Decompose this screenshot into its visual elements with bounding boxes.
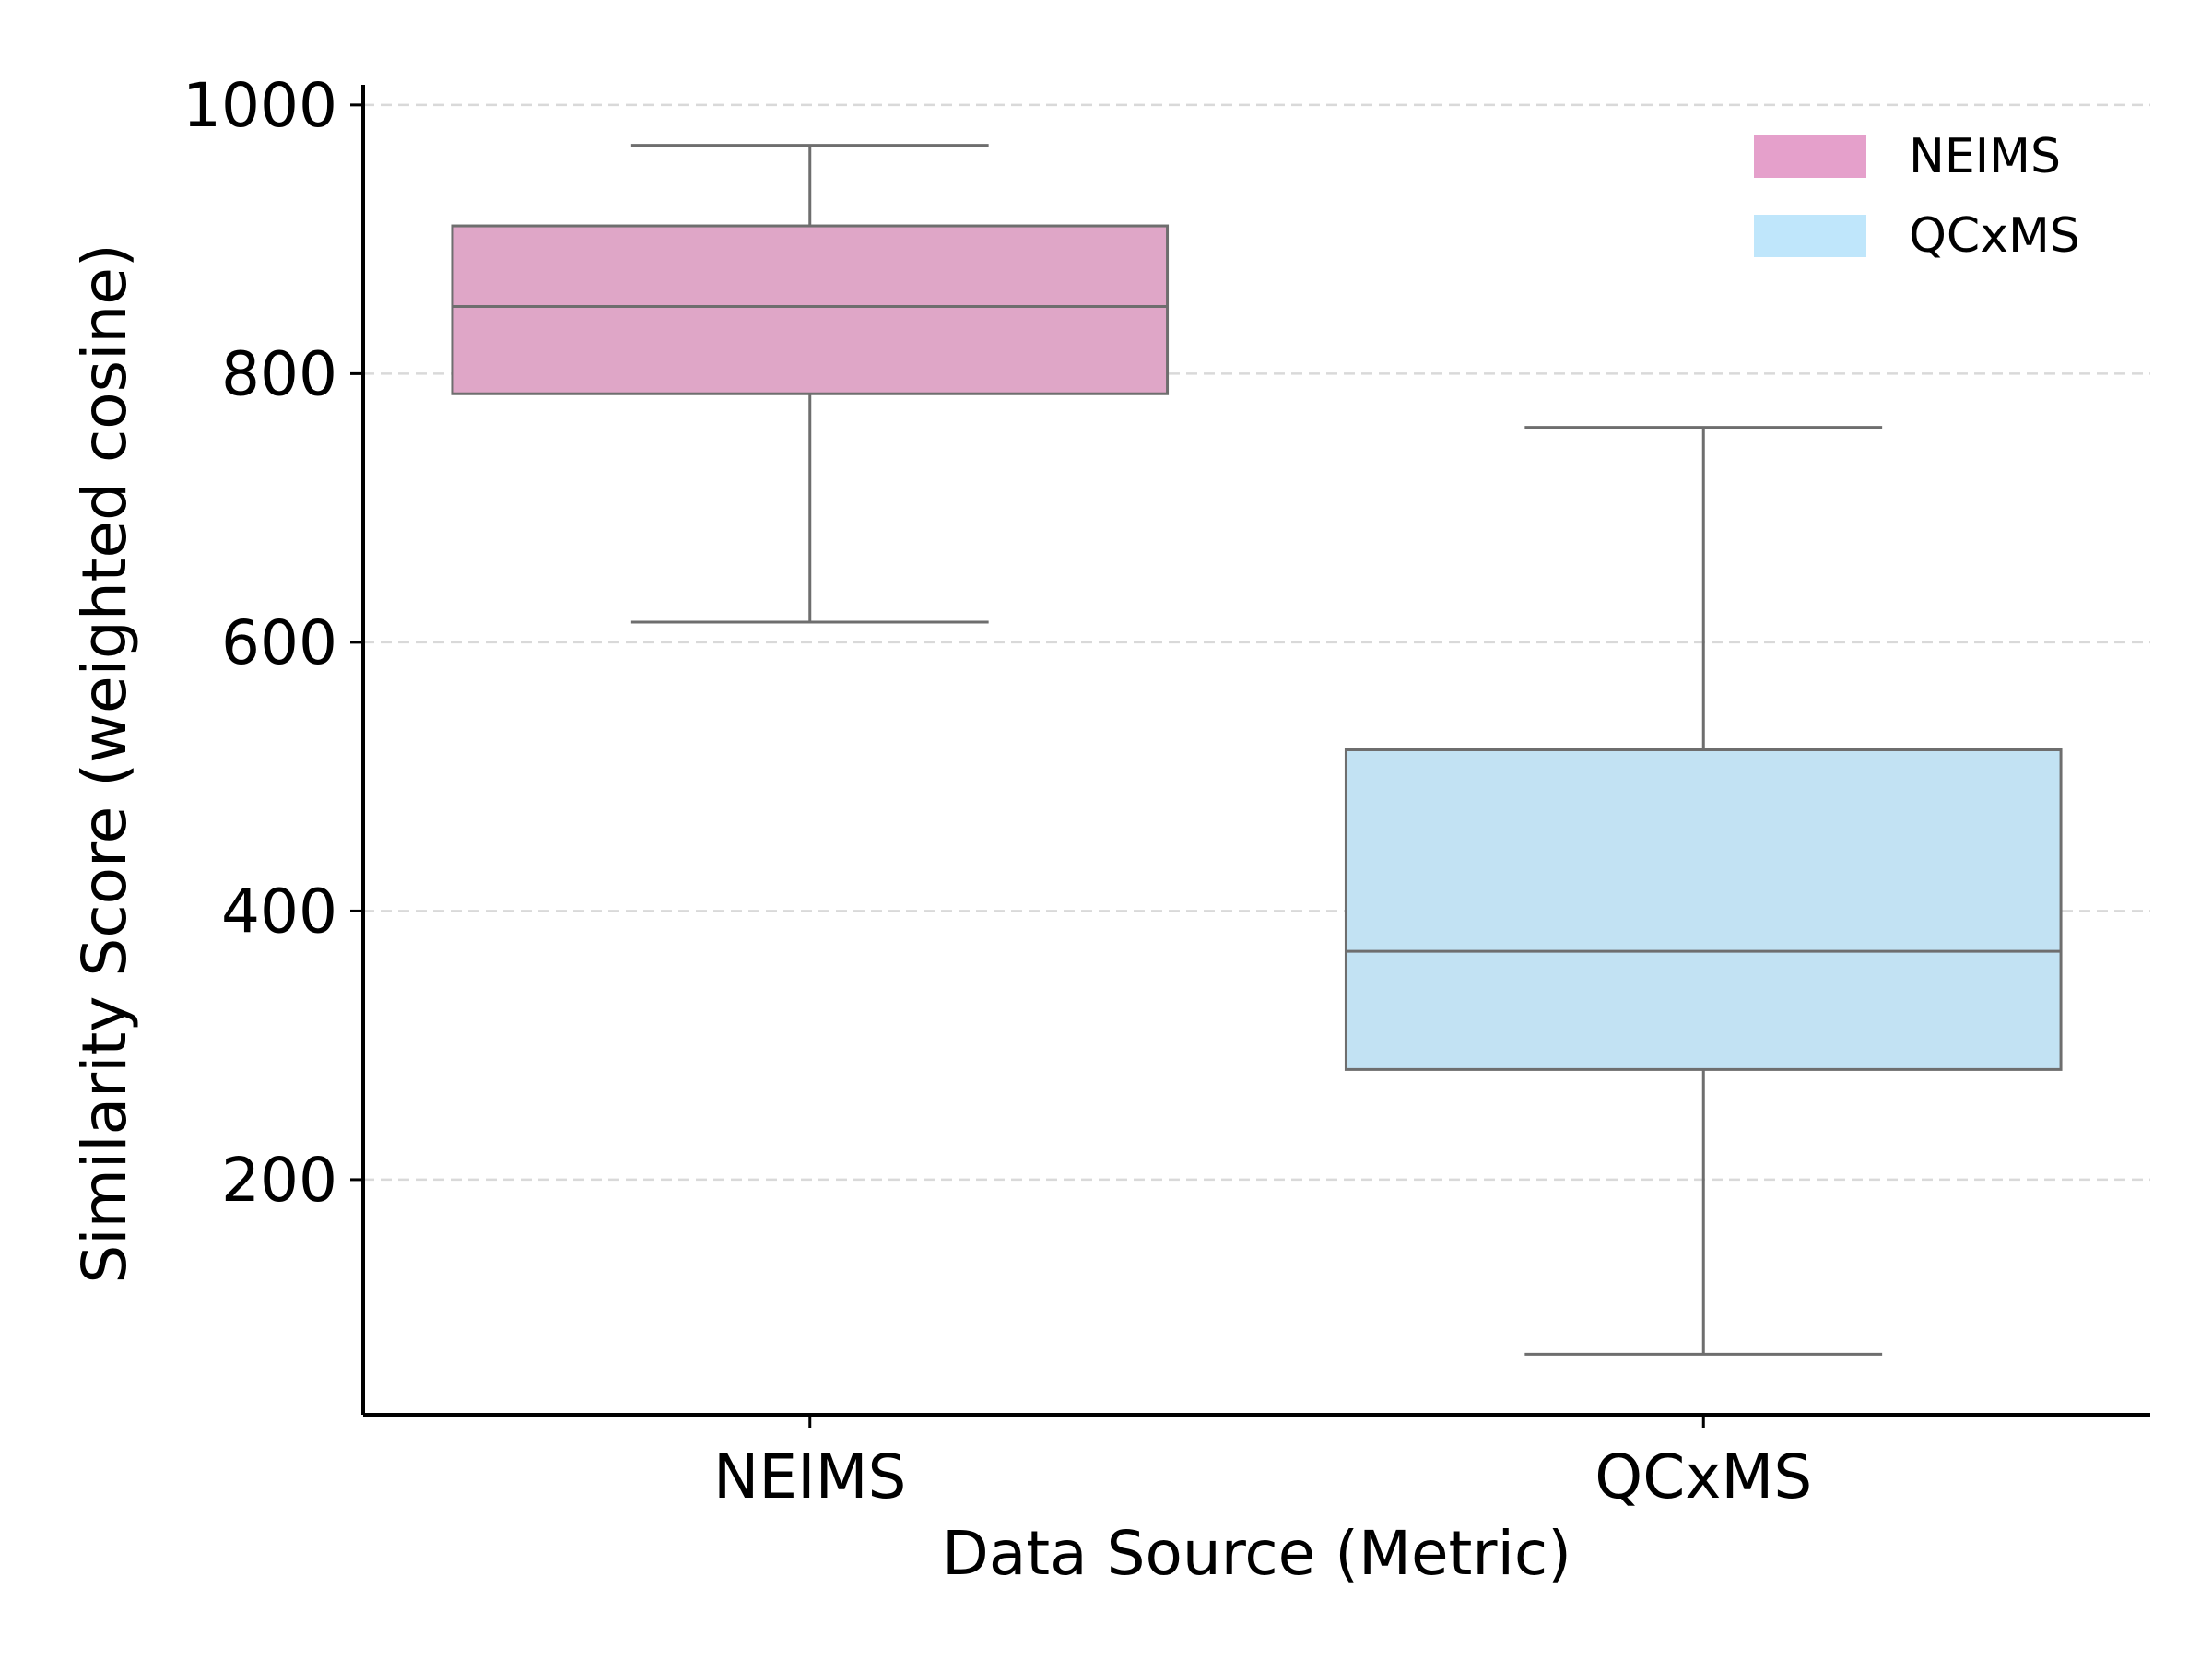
y-axis-title: Similarity Score (weighted cosine) xyxy=(69,243,140,1283)
y-tick-label: 600 xyxy=(221,607,337,678)
y-tick-label: 800 xyxy=(221,338,337,409)
iqr-box xyxy=(1344,748,2063,1071)
legend-swatch xyxy=(1754,135,1866,178)
x-axis-title: Data Source (Metric) xyxy=(942,1518,1571,1589)
box-neims xyxy=(451,144,1170,624)
y-tick-label: 200 xyxy=(221,1145,337,1216)
ticks: 200 400 600 800 1000 NEIMS QCxMS xyxy=(182,70,1812,1512)
boxes xyxy=(451,144,2063,1356)
legend-label: QCxMS xyxy=(1909,208,2080,264)
legend: NEIMS QCxMS xyxy=(1754,129,2080,264)
axes xyxy=(361,85,2150,1417)
legend-swatch xyxy=(1754,215,1866,257)
legend-label: NEIMS xyxy=(1909,129,2061,184)
iqr-box xyxy=(451,224,1170,395)
x-tick-label: NEIMS xyxy=(713,1441,906,1512)
y-tick-label: 1000 xyxy=(182,70,337,141)
box-qcxms xyxy=(1344,426,2063,1356)
y-tick-label: 400 xyxy=(221,876,337,947)
x-tick-label: QCxMS xyxy=(1594,1441,1812,1512)
